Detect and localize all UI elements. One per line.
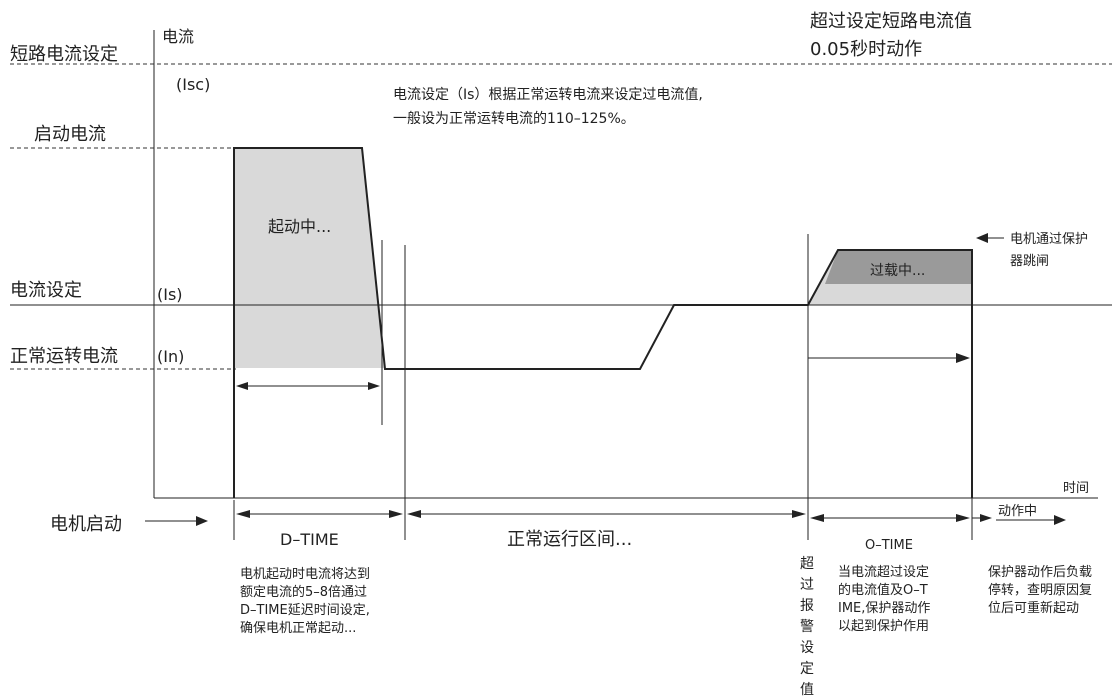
- alarm-value-note: 超 过 报 警 设 定 值: [800, 556, 818, 698]
- normal-interval-arrow-right-head: [792, 510, 806, 518]
- motor-start-arrow-head: [196, 516, 208, 526]
- acting-arrow-head: [1054, 515, 1066, 525]
- current-curve: [233, 147, 973, 498]
- current-axis-label: 电流: [162, 27, 194, 46]
- normal-interval-arrow-left-head: [407, 510, 421, 518]
- dtime-arrow-left-head: [236, 510, 250, 518]
- dtime-arrow-right-head: [389, 510, 403, 518]
- time-axis-label: 时间: [1063, 481, 1089, 496]
- starting-region: [234, 148, 385, 368]
- acting-start-tick-head: [980, 514, 992, 522]
- current-setting-note: 电流设定（Is）根据正常运转电流来设定过电流值, 一般设为正常运转电流的110–…: [393, 87, 707, 127]
- start-current-label: 启动电流: [34, 124, 106, 145]
- short-circuit-setting-label: 短路电流设定: [10, 44, 118, 65]
- overload-label: 过载中...: [870, 263, 925, 279]
- otime-note: 当电流超过设定 的电流值及O–T IME,保护器动作 以起到保护作用: [838, 565, 935, 634]
- dtime-inner-arrow-left-head: [236, 382, 248, 390]
- dtime-note: 电机起动时电流将达到 额定电流的5–8倍通过 D–TIME延迟时间设定, 确保电…: [240, 567, 374, 636]
- overload-dark-region: [825, 250, 972, 284]
- in-label: (In): [157, 347, 184, 366]
- short-circuit-action-note: 超过设定短路电流值 0.05秒时动作: [810, 11, 978, 60]
- starting-label: 起动中...: [268, 217, 331, 236]
- after-action-note: 保护器动作后负载 停转，查明原因复 位后可重新起动: [988, 565, 1096, 616]
- otime-arrow-right-head: [956, 514, 970, 522]
- otime-inner-arrow-head: [956, 353, 970, 363]
- dtime-inner-arrow-right-head: [368, 382, 380, 390]
- trip-note: 电机通过保护 器跳闸: [1010, 232, 1092, 269]
- trip-pointer-arrow-head: [976, 233, 988, 243]
- otime-arrow-left-head: [810, 514, 824, 522]
- is-label: (Is): [157, 285, 183, 304]
- motor-start-label: 电机启动: [50, 514, 122, 535]
- acting-label: 动作中: [998, 504, 1037, 519]
- d-time-label: D–TIME: [280, 530, 339, 549]
- isc-label: (Isc): [176, 75, 210, 94]
- normal-current-label: 正常运转电流: [10, 346, 118, 367]
- normal-interval-label: 正常运行区间...: [507, 529, 632, 550]
- current-setting-label: 电流设定: [10, 280, 82, 301]
- o-time-label: O–TIME: [865, 538, 913, 553]
